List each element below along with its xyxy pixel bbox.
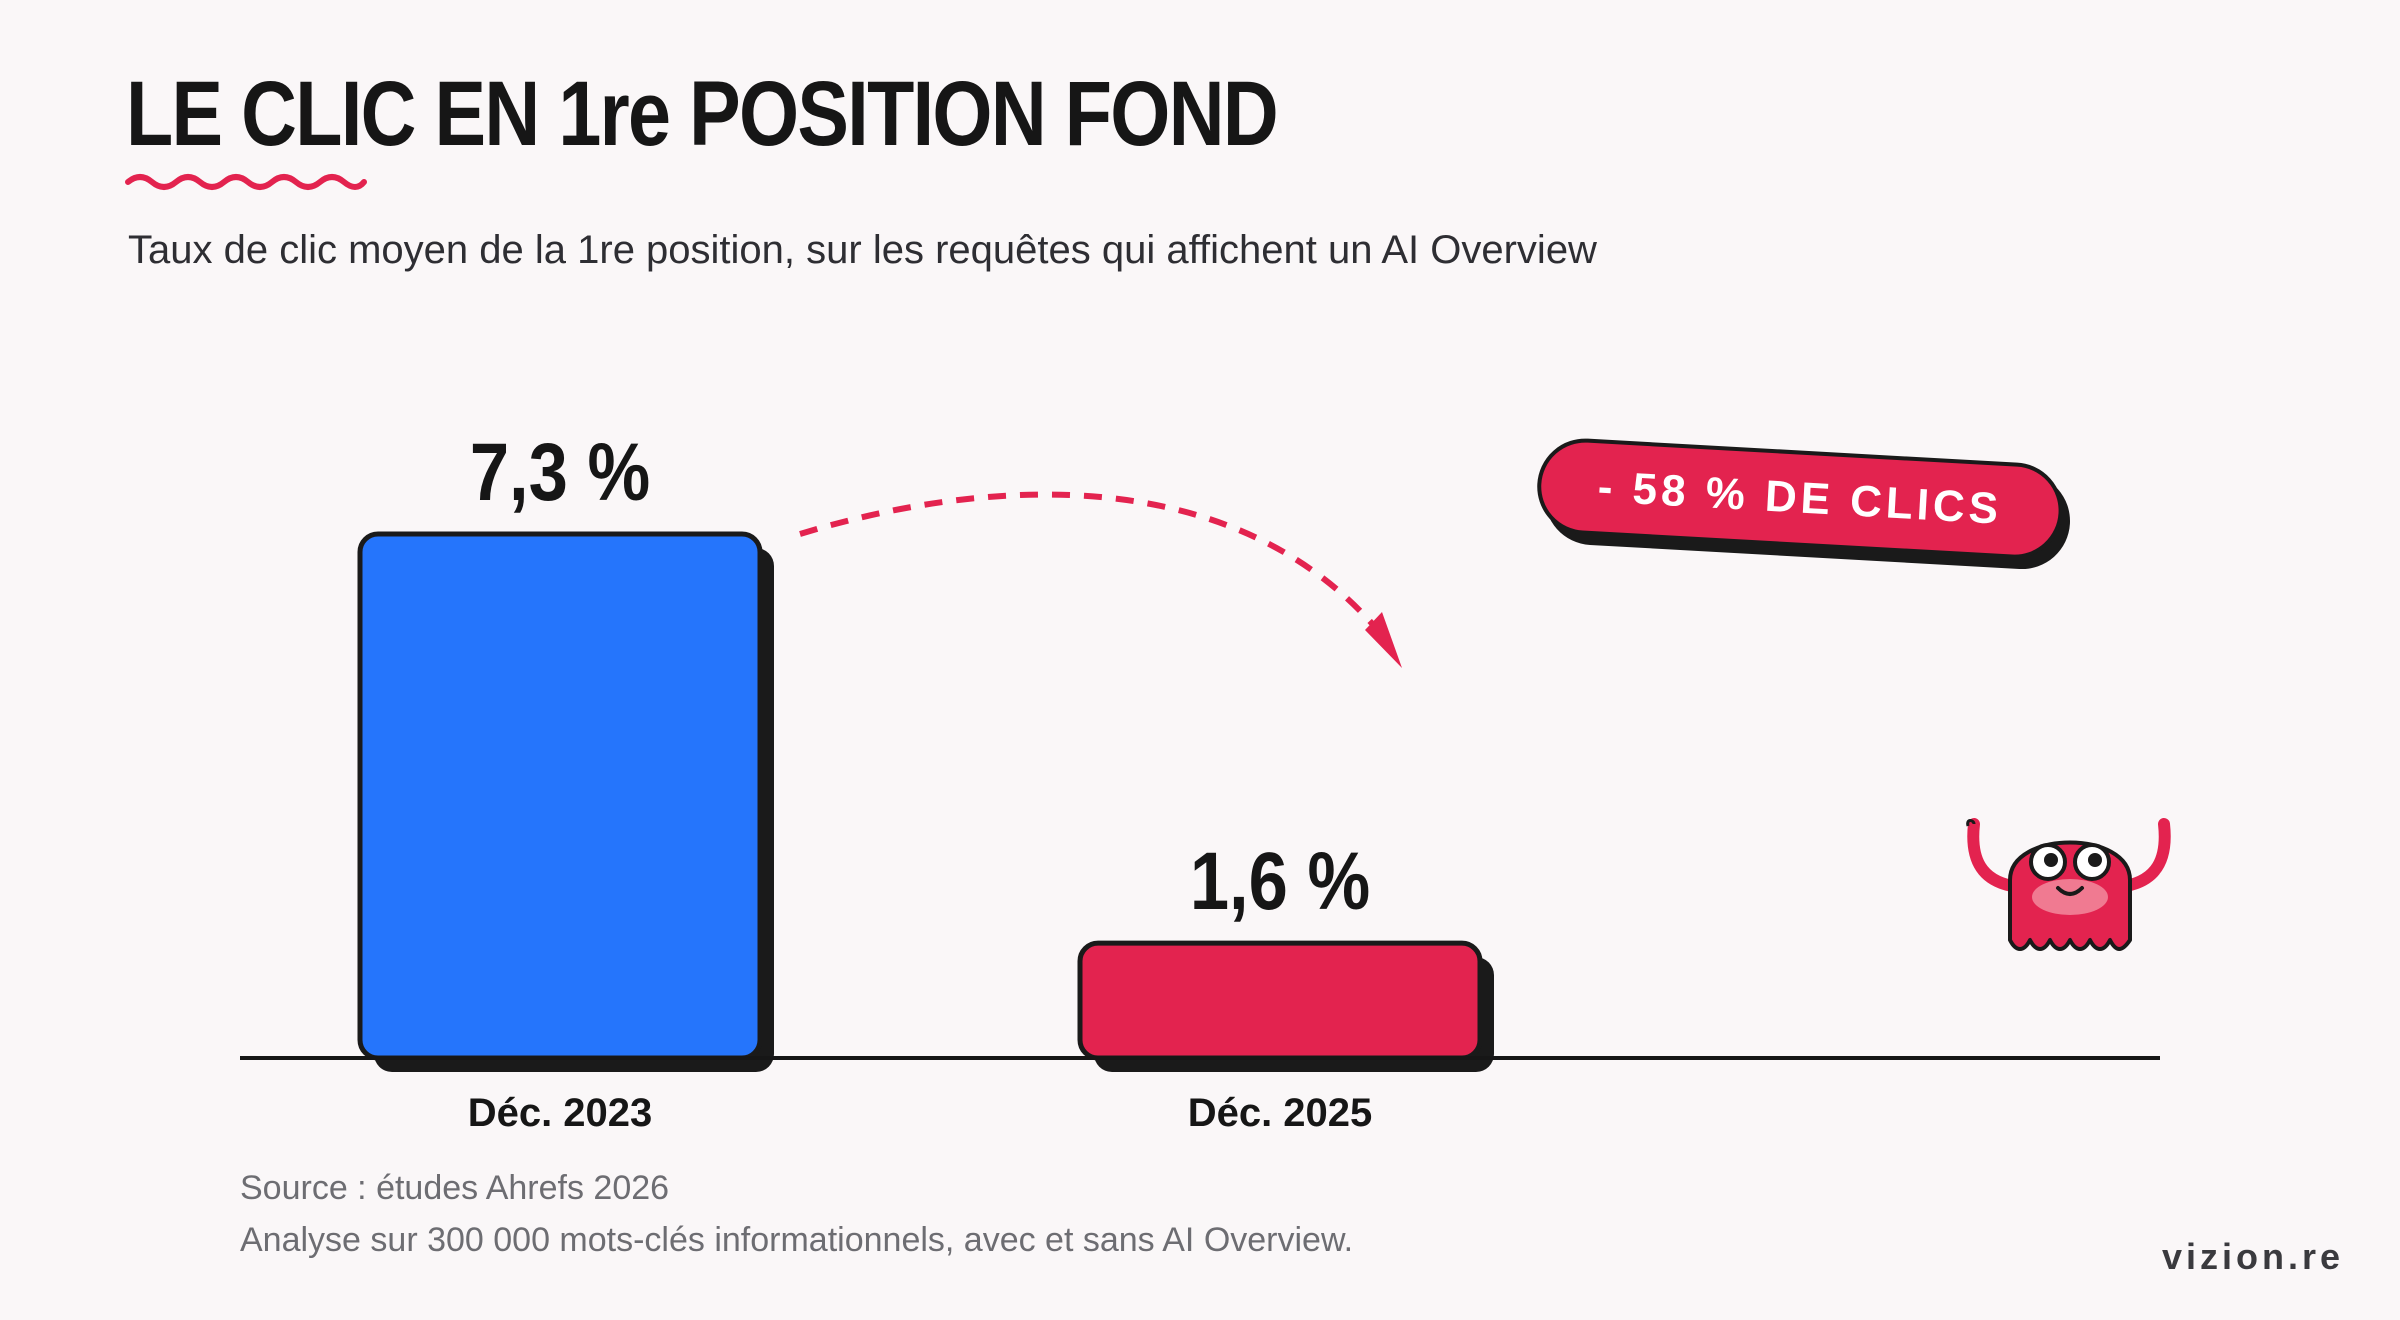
chart-footnote: Source : études Ahrefs 2026 Analyse sur … [240, 1162, 1353, 1266]
dashed-arrow-icon [799, 491, 1389, 642]
mascot-monster-icon [1966, 818, 2171, 951]
category-label-1: Déc. 2023 [468, 1091, 653, 1135]
bar-value-label-1: 7,3 % [470, 427, 650, 518]
squiggle-underline-icon [125, 174, 367, 190]
source-line: Source : études Ahrefs 2026 [240, 1169, 670, 1207]
arrowhead-icon [1365, 612, 1402, 668]
bar-1 [357, 531, 763, 1061]
chart-subtitle: Taux de clic moyen de la 1re position, s… [128, 228, 1597, 272]
bar-value-label-2: 1,6 % [1190, 836, 1370, 927]
bar-chart: 7,3 % Déc. 2023 1,6 % Déc. 2025 [240, 427, 2160, 1135]
bar-2 [1077, 940, 1483, 1061]
page-title: LE CLIC EN 1re POSITION FOND [126, 63, 1279, 165]
category-label-2: Déc. 2025 [1188, 1091, 1373, 1135]
brand-logo: vizion.re [2161, 1236, 2344, 1277]
method-note: Analyse sur 300 000 mots-clés informatio… [240, 1221, 1354, 1259]
